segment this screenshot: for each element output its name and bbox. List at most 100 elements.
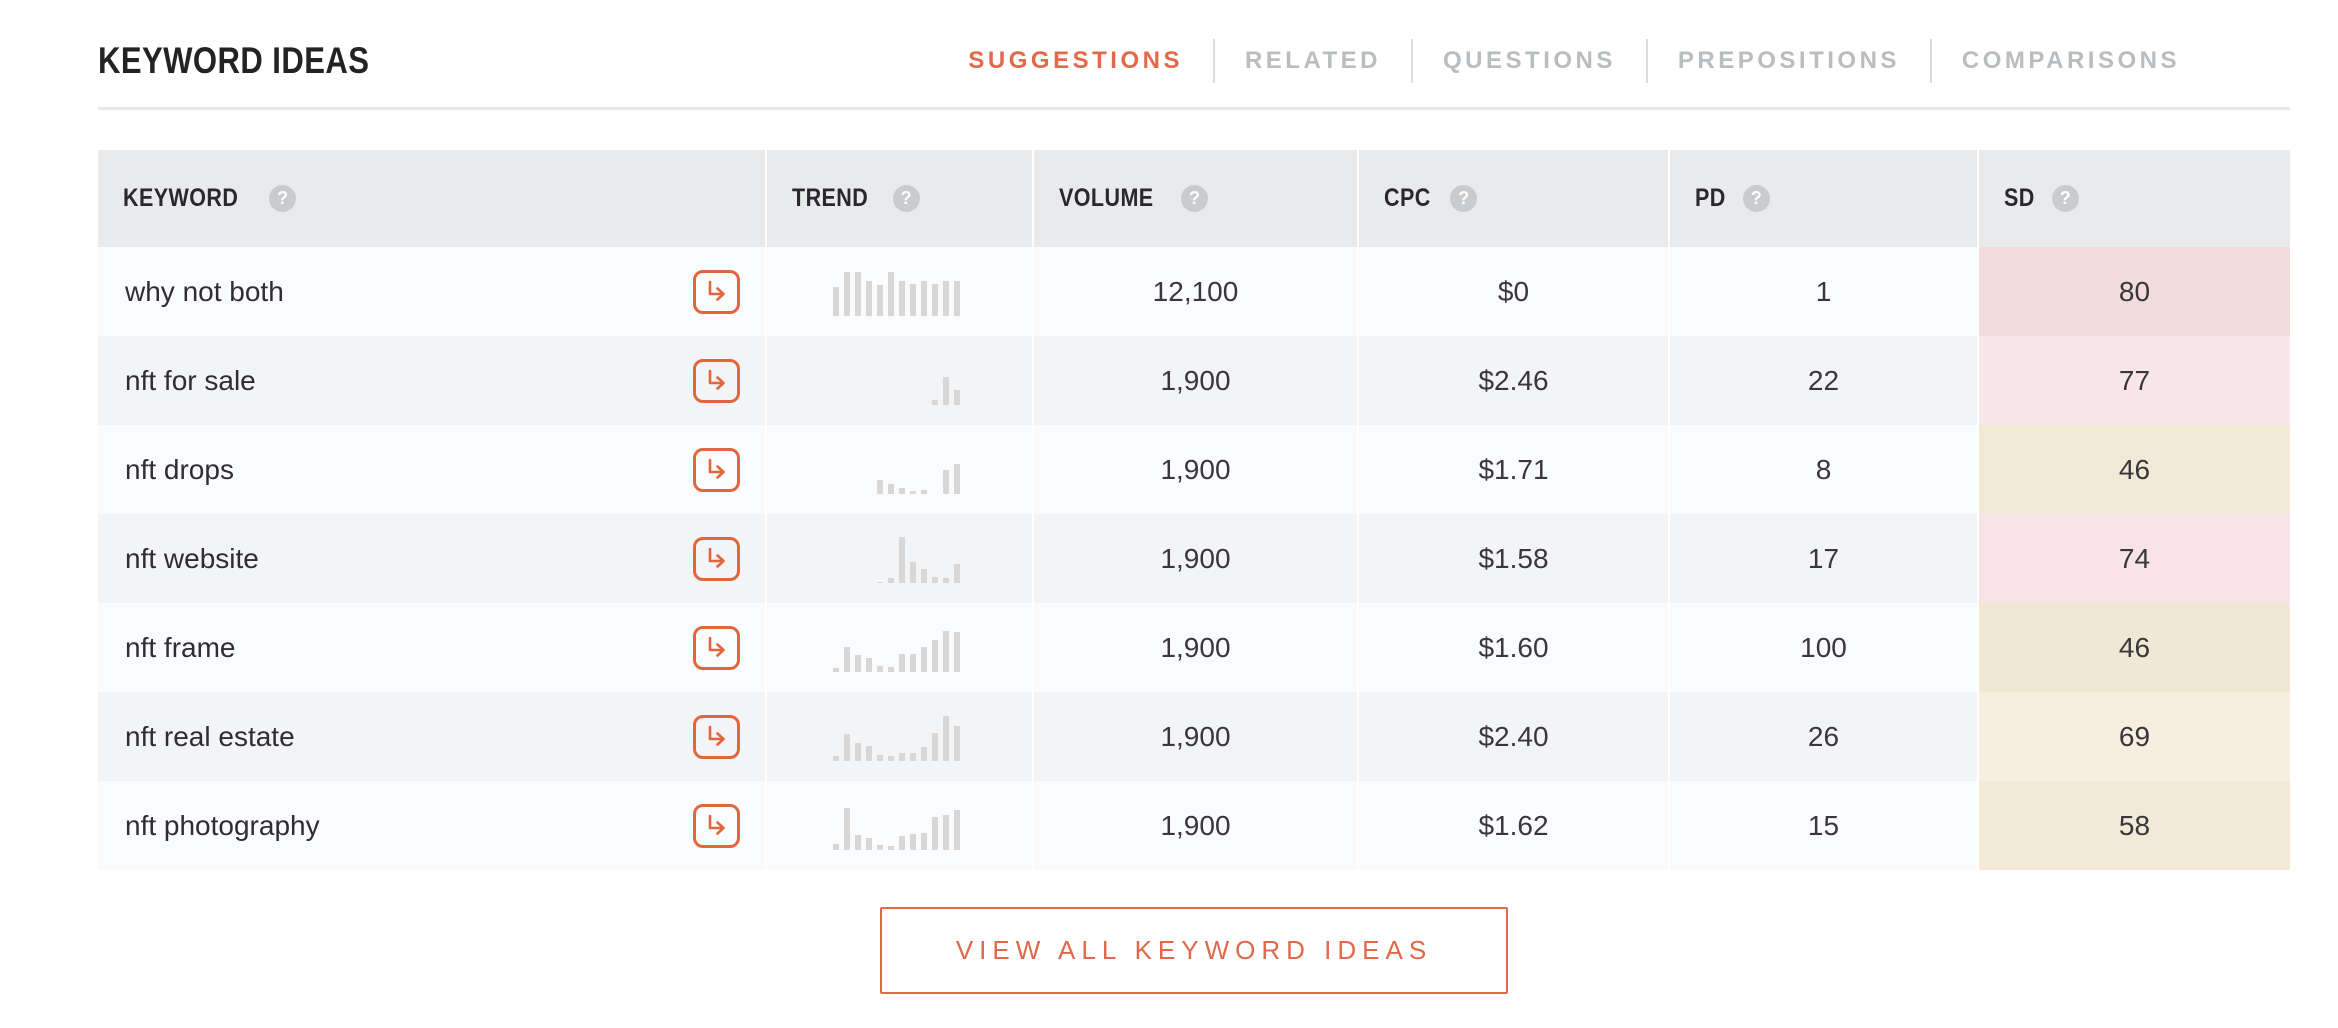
trend-bar	[920, 832, 927, 850]
help-icon[interactable]: ?	[1180, 185, 1208, 212]
trend-bar	[953, 631, 960, 672]
trend-cell	[765, 336, 1032, 425]
trend-bar	[887, 666, 894, 672]
trend-bar	[953, 389, 960, 405]
cpc-cell: $1.60	[1357, 603, 1668, 692]
open-keyword-button[interactable]	[693, 358, 740, 403]
branch-arrow-icon	[708, 369, 725, 390]
topbar: KEYWORD IDEAS SUGGESTIONS RELATED QUESTI…	[98, 0, 2290, 110]
trend-bar	[865, 657, 872, 672]
trend-bar	[920, 746, 927, 761]
open-keyword-button[interactable]	[693, 625, 740, 670]
trend-bar	[843, 733, 850, 761]
keyword-text: nft for sale	[125, 364, 256, 396]
trend-bar	[854, 834, 861, 850]
trend-sparkline	[832, 624, 967, 672]
column-label: VOLUME	[1059, 184, 1154, 212]
trend-bar	[843, 271, 850, 316]
branch-arrow-icon	[708, 547, 725, 568]
trend-bar	[909, 561, 916, 583]
column-label: CPC	[1384, 184, 1431, 212]
trend-bar	[942, 376, 949, 405]
trend-cell	[765, 692, 1032, 781]
trend-bar	[898, 536, 905, 583]
trend-bar	[865, 837, 872, 850]
trend-bar	[898, 487, 905, 494]
trend-bar	[843, 646, 850, 672]
open-keyword-button[interactable]	[693, 269, 740, 314]
branch-arrow-icon	[708, 458, 725, 479]
trend-bar	[854, 271, 861, 316]
trend-bar	[876, 844, 883, 850]
trend-bar	[942, 577, 949, 583]
table-body: why not both 12,100 $0 1 80 nft for sale	[98, 247, 2290, 870]
sd-cell: 46	[1977, 425, 2290, 514]
trend-sparkline	[833, 535, 967, 583]
trend-bar	[898, 835, 905, 850]
tab-questions[interactable]: QUESTIONS	[1413, 47, 1646, 75]
cpc-cell: $2.40	[1357, 692, 1668, 781]
tab-divider	[1645, 38, 1648, 83]
table-row: nft photography 1,900 $1.62 15 58	[98, 781, 2290, 870]
sd-cell: 69	[1977, 692, 2290, 781]
trend-bar	[832, 286, 839, 316]
trend-bar	[942, 280, 949, 316]
sd-cell: 46	[1977, 603, 2290, 692]
keyword-text: nft real estate	[125, 720, 295, 752]
trend-cell	[765, 425, 1032, 514]
sd-cell: 74	[1977, 514, 2290, 603]
open-keyword-button[interactable]	[693, 536, 740, 581]
keyword-text: nft drops	[125, 453, 234, 485]
branch-arrow-icon	[708, 636, 725, 657]
keyword-cell: nft real estate	[98, 692, 765, 781]
trend-bar	[909, 490, 916, 494]
column-label: SD	[2004, 184, 2035, 212]
volume-cell: 1,900	[1032, 514, 1357, 603]
keyword-cell: nft website	[98, 514, 765, 603]
tabs-bar: SUGGESTIONS RELATED QUESTIONS PREPOSITIO…	[938, 38, 2210, 83]
trend-bar	[854, 742, 861, 761]
trend-bar	[942, 814, 949, 850]
trend-bar	[832, 843, 839, 850]
trend-sparkline	[832, 713, 967, 761]
column-header-sd: SD ?	[1977, 150, 2290, 247]
tab-comparisons[interactable]: COMPARISONS	[1932, 47, 2210, 75]
trend-bar	[942, 469, 949, 494]
open-keyword-button[interactable]	[693, 447, 740, 492]
sd-cell: 77	[1977, 336, 2290, 425]
trend-bar	[887, 483, 894, 494]
trend-bar	[931, 732, 938, 761]
tab-related[interactable]: RELATED	[1215, 47, 1411, 75]
help-icon[interactable]: ?	[1450, 185, 1478, 212]
trend-sparkline	[833, 357, 967, 405]
trend-bar	[942, 715, 949, 761]
trend-bar	[909, 653, 916, 672]
table-row: nft drops 1,900 $1.71 8 46	[98, 425, 2290, 514]
pd-cell: 8	[1668, 425, 1977, 514]
trend-bar	[942, 630, 949, 672]
volume-cell: 1,900	[1032, 425, 1357, 514]
open-keyword-button[interactable]	[693, 714, 740, 759]
trend-bar	[920, 489, 927, 494]
open-keyword-button[interactable]	[693, 803, 740, 848]
trend-bar	[887, 271, 894, 316]
help-icon[interactable]: ?	[892, 185, 920, 212]
volume-cell: 1,900	[1032, 603, 1357, 692]
keyword-text: why not both	[125, 275, 284, 307]
help-icon[interactable]: ?	[2051, 185, 2079, 212]
trend-bar	[843, 807, 850, 850]
tab-suggestions[interactable]: SUGGESTIONS	[938, 47, 1213, 75]
trend-bar	[931, 639, 938, 672]
help-icon[interactable]: ?	[269, 185, 297, 212]
trend-bar	[920, 280, 927, 316]
table-row: nft real estate 1,900 $2.40 26 69	[98, 692, 2290, 781]
view-all-keyword-ideas-button[interactable]: VIEW ALL KEYWORD IDEAS	[879, 907, 1509, 994]
volume-cell: 1,900	[1032, 336, 1357, 425]
keyword-table: KEYWORD ? TREND ? VOLUME ? CPC ? PD ? SD…	[98, 150, 2290, 870]
help-icon[interactable]: ?	[1742, 185, 1770, 212]
page-title: KEYWORD IDEAS	[98, 39, 370, 81]
keyword-cell: why not both	[98, 247, 765, 336]
pd-cell: 26	[1668, 692, 1977, 781]
trend-bar	[920, 646, 927, 672]
tab-prepositions[interactable]: PREPOSITIONS	[1648, 47, 1930, 75]
